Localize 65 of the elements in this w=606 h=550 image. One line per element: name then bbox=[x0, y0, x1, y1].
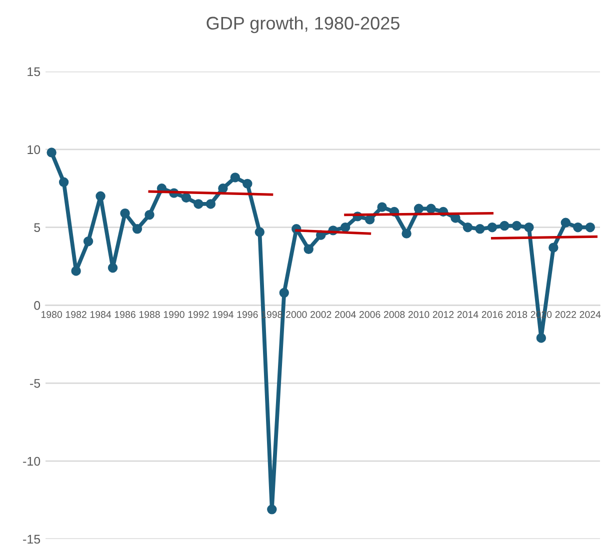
point bbox=[46, 148, 56, 158]
x-tick-label: 1984 bbox=[90, 311, 112, 318]
point bbox=[487, 222, 498, 232]
x-tick-label: 2012 bbox=[432, 311, 454, 318]
y-tick-label: 15 bbox=[28, 67, 40, 76]
x-tick-label: 1982 bbox=[66, 311, 86, 318]
point bbox=[585, 222, 596, 232]
point bbox=[132, 224, 142, 234]
x-tick-label: 1986 bbox=[114, 311, 136, 318]
x-tick-label: 2018 bbox=[506, 311, 528, 318]
x-tick-label: 1996 bbox=[237, 311, 258, 318]
x-tick-label: 2016 bbox=[482, 311, 503, 318]
point bbox=[536, 333, 546, 343]
x-tick-label: 1980 bbox=[42, 311, 62, 318]
point bbox=[254, 227, 265, 237]
x-tick-label: 2004 bbox=[335, 311, 356, 318]
x-tick-label: 2010 bbox=[408, 311, 430, 318]
y-tick-label: -5 bbox=[30, 379, 40, 388]
point bbox=[194, 199, 204, 209]
point bbox=[267, 504, 277, 514]
point bbox=[548, 242, 558, 252]
y-tick-label: 0 bbox=[34, 301, 40, 310]
point bbox=[108, 262, 118, 273]
point bbox=[71, 266, 81, 276]
x-tick-label: 2022 bbox=[555, 311, 576, 318]
point bbox=[304, 244, 314, 254]
point bbox=[414, 204, 424, 214]
x-tick-label: 1994 bbox=[212, 311, 234, 318]
x-tick-label: 2008 bbox=[384, 311, 405, 318]
x-tick-label: 1988 bbox=[139, 311, 160, 318]
point bbox=[573, 222, 583, 232]
y-tick-label: 5 bbox=[34, 223, 40, 232]
point bbox=[96, 191, 106, 202]
x-tick-label: 2024 bbox=[580, 311, 601, 318]
point bbox=[500, 220, 510, 231]
point bbox=[426, 204, 436, 214]
point bbox=[218, 184, 228, 194]
point bbox=[377, 202, 387, 212]
point bbox=[560, 218, 571, 228]
point bbox=[475, 224, 485, 234]
point bbox=[181, 192, 192, 203]
x-tick-label: 2006 bbox=[359, 311, 380, 318]
point bbox=[230, 172, 240, 182]
point bbox=[512, 220, 522, 231]
point bbox=[524, 222, 534, 232]
point bbox=[144, 210, 154, 220]
point bbox=[279, 288, 289, 298]
point bbox=[364, 214, 375, 224]
point bbox=[58, 177, 69, 188]
y-tick-label: -15 bbox=[23, 534, 40, 544]
x-tick-label: 2000 bbox=[286, 311, 307, 318]
point bbox=[340, 222, 350, 232]
y-tick-label: 10 bbox=[28, 145, 40, 154]
point bbox=[462, 222, 473, 232]
point bbox=[242, 178, 252, 189]
x-tick-label: 1990 bbox=[164, 311, 184, 318]
x-tick-label: 1992 bbox=[188, 311, 209, 318]
x-tick-label: 2002 bbox=[310, 311, 332, 318]
y-tick-label: -10 bbox=[23, 456, 40, 466]
point bbox=[206, 199, 216, 209]
point bbox=[402, 228, 412, 238]
chart-title: GDP growth, 1980-2025 bbox=[206, 16, 400, 34]
point bbox=[120, 208, 130, 218]
x-tick-label: 2014 bbox=[457, 311, 478, 318]
point bbox=[83, 236, 94, 246]
